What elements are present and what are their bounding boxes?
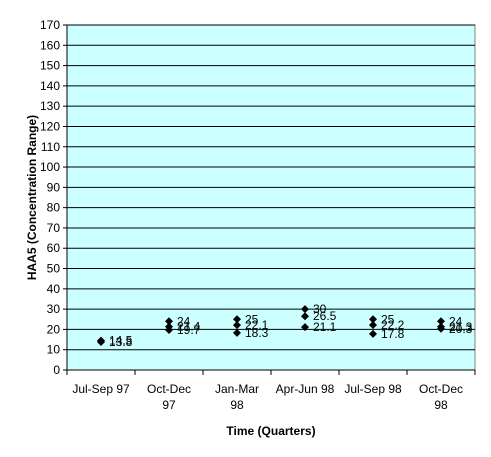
data-label: 24 <box>449 314 463 328</box>
data-point <box>437 324 445 333</box>
data-point <box>165 326 173 335</box>
y-tick-label: 80 <box>47 201 61 215</box>
y-tick-label: 120 <box>40 119 60 133</box>
data-point <box>437 317 445 326</box>
data-label: 30 <box>313 302 327 316</box>
data-point <box>369 315 377 324</box>
data-label: 25 <box>245 312 259 326</box>
y-tick-label: 70 <box>47 221 61 235</box>
data-point <box>165 317 173 326</box>
data-label: 13.8 <box>109 335 133 349</box>
data-label: 14.5 <box>109 334 133 348</box>
data-label: 26.5 <box>313 309 337 323</box>
data-point <box>301 323 309 332</box>
plot-area <box>66 24 476 371</box>
data-label: 19.7 <box>177 323 201 337</box>
x-tick-label: Oct-Dec <box>419 382 463 396</box>
data-label: 22.1 <box>245 318 269 332</box>
x-tick-label: Oct-Dec <box>147 382 191 396</box>
y-axis: 0 10 20 30 40 50 60 70 80 90 100 110 120 130 140 150 160… <box>40 18 68 377</box>
data-point <box>301 312 309 321</box>
data-label: 20.3 <box>449 322 473 336</box>
data-label: 21.3 <box>449 320 473 334</box>
x-tick-label: Jul-Sep 97 <box>72 382 130 396</box>
x-tick-label: 98 <box>434 398 448 412</box>
x-tick-label: Apr-Jun 98 <box>276 382 335 396</box>
data-point <box>301 305 309 314</box>
y-tick-label: 100 <box>40 160 60 174</box>
y-tick-label: 140 <box>40 79 60 93</box>
y-tick-label: 50 <box>47 262 61 276</box>
y-tick-label: 40 <box>47 282 61 296</box>
data-point <box>233 321 241 330</box>
data-label: 25 <box>381 312 395 326</box>
gridlines <box>67 24 475 351</box>
data-points <box>97 305 445 346</box>
data-point <box>233 315 241 324</box>
y-axis-title: HAA5 (Concentration Range) <box>25 115 39 280</box>
y-tick-label: 90 <box>47 180 61 194</box>
data-point <box>369 329 377 338</box>
y-tick-label: 20 <box>47 322 61 336</box>
x-tick-label: 98 <box>230 398 244 412</box>
x-axis-title: Time (Quarters) <box>226 424 315 438</box>
y-tick-label: 30 <box>47 302 61 316</box>
x-tick-label: Jan-Mar <box>215 382 259 396</box>
data-label: 17.8 <box>381 327 405 341</box>
data-labels: 14.513.82421.419.72522.118.33026.521.125… <box>109 302 473 349</box>
y-tick-label: 60 <box>47 241 61 255</box>
data-label: 18.3 <box>245 326 269 340</box>
y-tick-label: 160 <box>40 38 60 52</box>
data-label: 21.1 <box>313 320 337 334</box>
data-point <box>233 328 241 337</box>
x-axis: Jul-Sep 97 Oct-Dec 97 Jan-Mar 98 Apr-Jun 98 Ju… <box>66 369 476 412</box>
data-label: 24 <box>177 314 191 328</box>
y-tick-label: 170 <box>40 18 60 32</box>
data-point <box>97 337 105 346</box>
data-point <box>369 320 377 329</box>
data-label: 21.4 <box>177 320 201 334</box>
y-tick-label: 110 <box>41 140 60 154</box>
x-tick-label: 97 <box>162 398 176 412</box>
y-tick-label: 10 <box>47 343 61 357</box>
y-tick-label: 0 <box>53 363 60 377</box>
data-label: 22.2 <box>381 318 405 332</box>
y-tick-label: 130 <box>40 99 60 113</box>
y-tick-label: 150 <box>40 59 60 73</box>
x-tick-label: Jul-Sep 98 <box>344 382 402 396</box>
